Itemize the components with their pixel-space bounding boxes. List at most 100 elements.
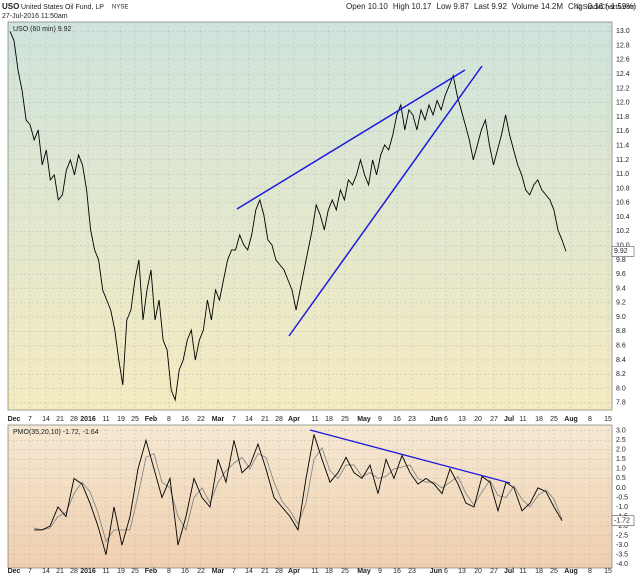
source: © StockCharts.com [576, 3, 637, 11]
x-tick-label: 9 [378, 416, 382, 423]
x-tick-label: 22 [197, 568, 205, 575]
x-tick-label: 16 [393, 416, 401, 423]
x-tick-label: Mar [212, 568, 225, 575]
last-label: 9.92 [614, 248, 628, 255]
datetime: 27-Jul-2016 11:50am [2, 13, 68, 20]
trendline [309, 429, 511, 484]
y-tick-label: 11.0 [616, 171, 629, 178]
x-tick-label: 7 [28, 416, 32, 423]
x-tick-label: 28 [275, 568, 283, 575]
y-tick-label: -0.5 [616, 494, 628, 501]
x-tick-label: 25 [341, 416, 349, 423]
x-tick-label: 7 [232, 416, 236, 423]
last-badge [611, 246, 635, 257]
x-tick-label: 18 [325, 568, 333, 575]
x-tick-label: Aug [564, 416, 578, 423]
y-tick-label: 9.8 [616, 257, 626, 264]
y-tick-label: 8.4 [616, 357, 626, 364]
x-tick-label: Feb [145, 416, 157, 423]
quote-item: High 10.17 [393, 2, 432, 11]
x-tick-label: 2016 [80, 568, 96, 575]
y-tick-label: 8.0 [616, 385, 626, 392]
x-tick-label: 15 [604, 568, 612, 575]
series-line [34, 434, 563, 555]
x-tick-label: Dec [8, 568, 21, 575]
y-tick-label: -4.0 [616, 561, 628, 568]
x-tick-label: Apr [288, 568, 300, 575]
y-tick-label: -1.0 [616, 504, 628, 511]
price-chart: 7.8 8.0 8.2 8.4 8.6 8.8 9.0 9.2 9.4 9.6 9.8 10.0 10.… [8, 22, 635, 423]
x-tick-label: 25 [550, 568, 558, 575]
x-tick-label: 16 [181, 568, 189, 575]
quote-item: Low 9.87 [437, 2, 470, 11]
y-tick-label: 7.8 [616, 400, 626, 407]
series-line [9, 31, 567, 402]
x-tick-label: 28 [275, 416, 283, 423]
x-tick-label: May [357, 416, 371, 423]
x-tick-label: 11 [102, 416, 109, 423]
x-tick-label: 21 [56, 568, 64, 575]
legend: PMO(35,20,10) -1.72, -1.64 [13, 429, 99, 436]
y-tick-label: -2.5 [616, 532, 628, 539]
last-label: -1.72 [614, 518, 630, 525]
x-tick-label: May [357, 568, 371, 575]
x-tick-label: 18 [535, 568, 543, 575]
y-tick-label: 9.6 [616, 271, 626, 278]
y-tick-label: 12.6 [616, 57, 630, 64]
y-tick-label: 9.0 [616, 314, 626, 321]
x-tick-label: 9 [378, 568, 382, 575]
y-tick-label: 12.8 [616, 42, 630, 49]
y-tick-label: 11.4 [616, 142, 629, 149]
series-line [33, 446, 563, 543]
y-tick-label: 10.0 [616, 242, 630, 249]
x-tick-label: 22 [197, 416, 205, 423]
x-tick-label: 20 [474, 416, 482, 423]
x-tick-label: Jun [430, 416, 442, 423]
x-tick-label: 25 [341, 568, 349, 575]
y-tick-label: 8.6 [616, 343, 626, 350]
y-tick-label: 11.6 [616, 128, 629, 135]
y-tick-label: 8.8 [616, 328, 626, 335]
x-tick-label: 7 [232, 568, 236, 575]
quote-item: Last 9.92 [474, 2, 507, 11]
x-tick-label: 11 [519, 416, 526, 423]
x-tick-label: Jul [504, 416, 514, 423]
x-tick-label: 16 [393, 568, 401, 575]
fund-name: United States Oil Fund, LP [21, 4, 104, 11]
x-tick-label: Jul [504, 568, 514, 575]
y-tick-label: 0.0 [616, 485, 626, 492]
quote: Open 10.10 High 10.17 Low 9.87 Last 9.92 Vol… [346, 2, 636, 11]
x-tick-label: 8 [167, 568, 171, 575]
trendline [236, 69, 466, 210]
y-tick-label: 2.0 [616, 447, 626, 454]
y-tick-label: 12.4 [616, 71, 630, 78]
x-tick-label: 19 [117, 568, 125, 575]
x-tick-label: 6 [444, 416, 448, 423]
x-tick-label: 14 [42, 416, 50, 423]
x-tick-label: Jun [430, 568, 442, 575]
y-tick-label: 11.2 [616, 157, 629, 164]
x-tick-label: 8 [588, 416, 592, 423]
x-tick-label: 18 [535, 416, 543, 423]
x-tick-label: 11 [519, 568, 526, 575]
x-tick-label: 11 [311, 416, 318, 423]
symbol: USO [2, 2, 19, 11]
quote-item: Chg -0.16 (-1.59%) [568, 2, 636, 11]
x-tick-label: 14 [245, 568, 253, 575]
y-tick-label: 11.8 [616, 114, 629, 121]
y-tick-label: 10.2 [616, 228, 630, 235]
x-tick-label: 6 [444, 568, 448, 575]
x-tick-label: 21 [56, 416, 64, 423]
y-tick-label: 2.5 [616, 437, 626, 444]
y-tick-label: 3.0 [616, 428, 626, 435]
x-tick-label: 23 [408, 416, 416, 423]
x-tick-label: 23 [408, 568, 416, 575]
y-tick-label: 12.0 [616, 100, 630, 107]
x-tick-label: 14 [245, 416, 253, 423]
x-tick-label: 8 [588, 568, 592, 575]
x-tick-label: 25 [550, 416, 558, 423]
x-tick-label: 28 [70, 416, 78, 423]
y-tick-label: 10.6 [616, 200, 630, 207]
x-tick-label: 28 [70, 568, 78, 575]
